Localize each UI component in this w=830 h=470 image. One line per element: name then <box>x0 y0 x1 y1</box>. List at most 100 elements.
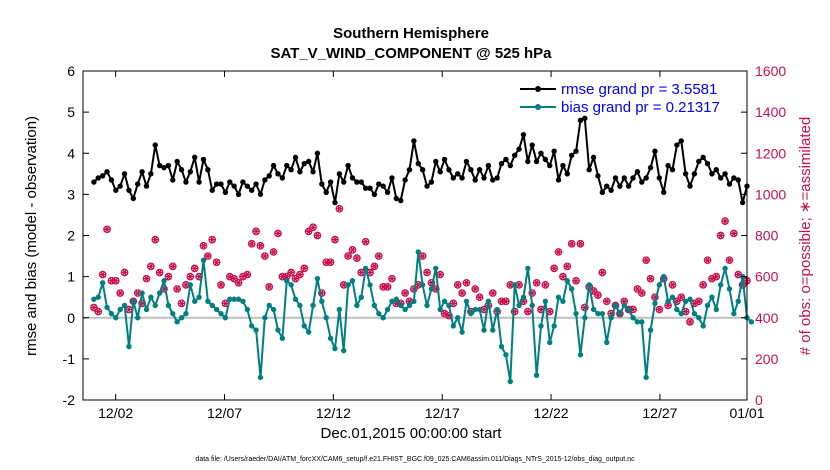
bias-series-point <box>533 372 540 379</box>
rmse-series-point <box>411 138 417 144</box>
rmse-series-point <box>542 156 549 163</box>
bias-series-point <box>463 298 470 304</box>
rmse-series-point <box>625 183 632 189</box>
obs-assimilated-point <box>292 275 299 282</box>
obs-assimilated-point <box>524 308 532 315</box>
rmse-series-point <box>148 171 154 177</box>
rmse-series-point <box>310 169 316 175</box>
obs-assimilated-point <box>336 205 343 212</box>
bias-series-point <box>551 323 557 329</box>
rmse-series-point <box>634 169 641 175</box>
obs-assimilated-point <box>423 269 431 276</box>
obs-assimilated-point <box>642 257 650 264</box>
y2-tick-label: 1400 <box>755 104 786 120</box>
bias-series-point <box>95 294 101 300</box>
rmse-series-layer <box>91 115 750 206</box>
bias-series-point <box>568 286 575 292</box>
bias-series-point <box>275 327 281 333</box>
obs-assimilated-point <box>472 285 479 293</box>
obs-assimilated-point <box>358 269 365 276</box>
bias-series-point <box>148 294 154 300</box>
obs-assimilated-point <box>187 273 194 280</box>
bias-series-point <box>108 310 115 317</box>
obs-assimilated-point <box>309 224 317 231</box>
obs-assimilated-point <box>502 298 510 305</box>
obs-assimilated-point <box>388 275 396 282</box>
bias-series-point <box>165 302 172 309</box>
bias-series-point <box>362 265 369 272</box>
y2-tick-label: 1000 <box>755 186 786 202</box>
bias-series-point <box>402 306 408 313</box>
obs-assimilated-point <box>314 232 321 239</box>
obs-assimilated-point <box>533 279 540 286</box>
bias-series-point <box>476 306 483 313</box>
bias-series-point <box>411 298 417 304</box>
bias-series-point <box>419 282 426 288</box>
y-axis-label: rmse and bias (model - observation) <box>23 116 40 356</box>
rmse-series-point <box>270 162 277 169</box>
bias-series-point <box>661 273 667 280</box>
bias-series-point <box>503 352 509 358</box>
bias-series-point <box>704 302 711 309</box>
obs-assimilated-point <box>463 279 470 286</box>
rmse-series-point <box>643 175 649 181</box>
rmse-series-point <box>595 173 601 179</box>
obs-assimilated-point <box>173 285 181 293</box>
bias-series-point <box>450 323 457 329</box>
bias-series-point <box>314 275 321 282</box>
bias-series-point <box>520 294 527 300</box>
rmse-series-point <box>121 171 128 177</box>
rmse-series-point <box>731 175 737 181</box>
bias-series-point <box>621 302 627 309</box>
obs-assimilated-point <box>103 226 111 233</box>
rmse-series-point <box>722 171 728 177</box>
bias-series-point <box>577 352 584 358</box>
rmse-series-point <box>178 167 185 173</box>
obs-assimilated-point <box>226 273 233 280</box>
rmse-series-point <box>367 185 373 191</box>
obs-assimilated-point <box>564 263 571 270</box>
rmse-series-point <box>590 154 597 161</box>
bias-series-point <box>248 323 255 329</box>
obs-assimilated-point <box>546 308 553 315</box>
bias-series-point <box>595 310 601 317</box>
rmse-series-point <box>235 191 242 198</box>
y-axis-right: 0 200 400 600 800 1000 1200 1400 1600 <box>741 63 786 408</box>
bias-series-point <box>113 315 119 321</box>
obs-assimilated-point <box>217 281 225 288</box>
data-file-footnote: data file: /Users/raeder/DAI/ATM_forcXX/… <box>195 456 635 463</box>
bias-series-point <box>547 339 553 346</box>
rmse-series-point <box>200 156 207 163</box>
rmse-series-point <box>297 169 303 175</box>
bias-series-point <box>674 306 680 313</box>
obs-assimilated-point <box>721 218 729 225</box>
y2-tick-label: 400 <box>755 310 779 326</box>
y-tick-label: -1 <box>63 351 76 367</box>
rmse-series-point <box>165 162 172 169</box>
bias-series-point <box>691 310 698 317</box>
rmse-series-point <box>323 189 329 196</box>
obs-assimilated-point <box>112 277 120 284</box>
bias-series-point <box>643 374 649 381</box>
rmse-series-point <box>503 156 509 163</box>
bias-series-point <box>183 310 189 317</box>
obs-assimilated-point <box>257 242 264 249</box>
obs-assimilated-point <box>362 238 369 245</box>
bias-series-point <box>152 302 158 309</box>
obs-assimilated-point <box>441 310 448 317</box>
bias-series-point <box>121 302 128 309</box>
rmse-series-point <box>476 167 483 173</box>
rmse-series-point <box>248 187 255 193</box>
bias-series-point <box>669 294 676 300</box>
obs-assimilated-point <box>152 236 159 243</box>
rmse-series-point <box>314 150 321 156</box>
bias-series-point <box>687 296 693 302</box>
rmse-series-point <box>656 175 663 181</box>
obs-assimilated-point <box>542 281 549 288</box>
bias-series-point <box>305 329 312 335</box>
bias-series-point <box>665 298 671 304</box>
bias-series-point <box>130 298 137 304</box>
bias-series-point <box>455 315 461 321</box>
y-tick-label: 5 <box>67 104 75 120</box>
bias-series-point <box>441 298 448 304</box>
